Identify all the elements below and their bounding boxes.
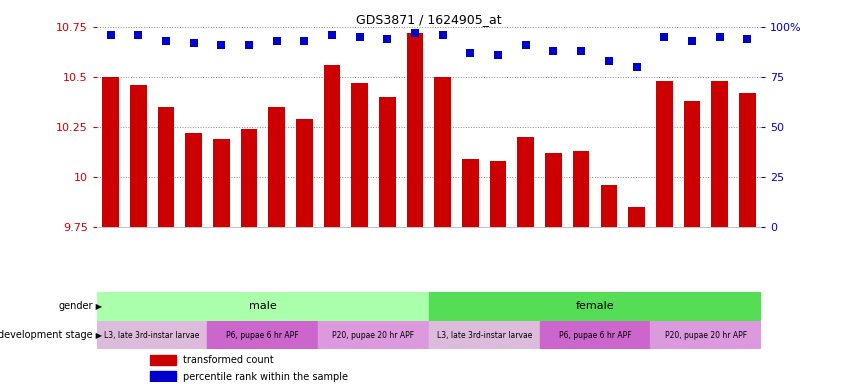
Bar (684, 101, 701, 227)
Bar (208, 321, 318, 349)
Point (713, 34, 727, 40)
Bar (650, 321, 761, 349)
Point (325, 32, 339, 38)
Bar (324, 65, 341, 227)
Bar (711, 81, 727, 227)
Bar (318, 321, 429, 349)
Bar (130, 85, 146, 227)
Point (630, 64, 643, 70)
Point (409, 30, 422, 36)
Point (574, 48, 588, 54)
Bar (628, 207, 645, 227)
Title: GDS3871 / 1624905_at: GDS3871 / 1624905_at (356, 13, 502, 26)
Bar (517, 137, 534, 227)
Point (270, 38, 283, 44)
Text: development stage: development stage (0, 330, 93, 340)
Bar (150, 371, 177, 382)
Text: gender: gender (58, 301, 93, 311)
Bar (268, 107, 285, 227)
Bar (489, 161, 506, 227)
Bar (97, 292, 429, 321)
Bar (573, 151, 590, 227)
Text: P20, pupae 20 hr APF: P20, pupae 20 hr APF (664, 331, 747, 339)
Bar (462, 159, 479, 227)
Bar (241, 129, 257, 227)
Point (298, 38, 311, 44)
Bar (600, 185, 617, 227)
Text: ▶: ▶ (93, 331, 103, 339)
Point (602, 58, 616, 64)
Point (685, 38, 699, 44)
Bar (97, 321, 208, 349)
Bar (545, 153, 562, 227)
Point (353, 34, 367, 40)
Point (547, 48, 560, 54)
Bar (185, 133, 202, 227)
Bar (739, 93, 755, 227)
Bar (429, 292, 761, 321)
Bar (540, 321, 650, 349)
Bar (150, 354, 177, 365)
Bar (429, 321, 540, 349)
Point (741, 36, 754, 42)
Text: transformed count: transformed count (183, 355, 274, 365)
Point (131, 32, 145, 38)
Text: percentile rank within the sample: percentile rank within the sample (183, 372, 348, 382)
Bar (213, 139, 230, 227)
Bar (656, 81, 673, 227)
Bar (352, 83, 368, 227)
Text: P6, pupae 6 hr APF: P6, pupae 6 hr APF (226, 331, 299, 339)
Text: P6, pupae 6 hr APF: P6, pupae 6 hr APF (558, 331, 632, 339)
Point (103, 32, 117, 38)
Point (463, 50, 477, 56)
Point (519, 42, 532, 48)
Point (242, 42, 256, 48)
Point (491, 52, 505, 58)
Text: P20, pupae 20 hr APF: P20, pupae 20 hr APF (332, 331, 415, 339)
Text: L3, late 3rd-instar larvae: L3, late 3rd-instar larvae (436, 331, 532, 339)
Bar (296, 119, 313, 227)
Bar (103, 77, 119, 227)
Text: ▶: ▶ (93, 302, 103, 311)
Bar (407, 33, 423, 227)
Point (214, 42, 228, 48)
Point (187, 40, 200, 46)
Bar (379, 97, 395, 227)
Bar (157, 107, 174, 227)
Point (159, 38, 172, 44)
Text: L3, late 3rd-instar larvae: L3, late 3rd-instar larvae (104, 331, 200, 339)
Text: female: female (576, 301, 614, 311)
Bar (435, 77, 451, 227)
Point (658, 34, 671, 40)
Point (436, 32, 449, 38)
Point (381, 36, 394, 42)
Text: male: male (249, 301, 277, 311)
